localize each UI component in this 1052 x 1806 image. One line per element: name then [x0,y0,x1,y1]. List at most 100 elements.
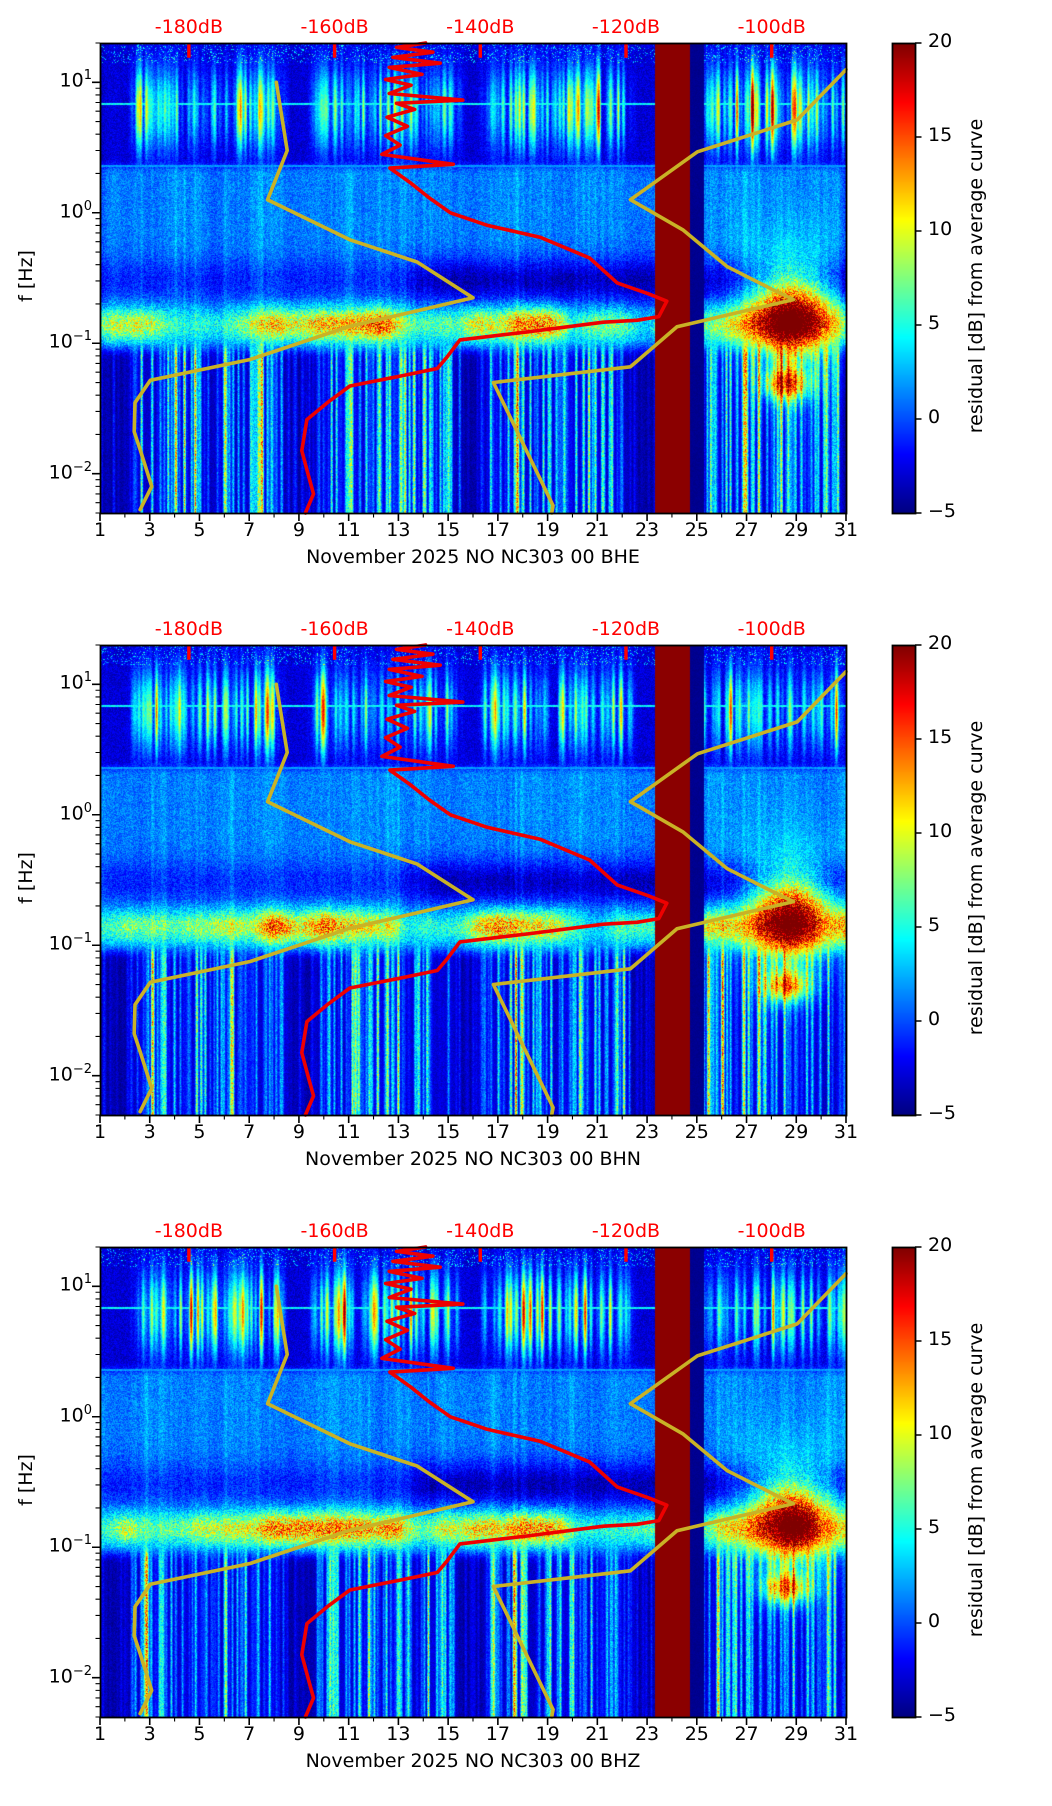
y-tick-base: 10 [48,1534,73,1557]
y-tick-base: 10 [59,1273,84,1296]
minor-ticks [95,42,822,518]
top-db-label: -140dB [446,1220,515,1242]
colorbar-gradient [892,43,915,513]
x-tick-label: 11 [336,519,361,541]
curve-low-noise-reference [132,682,475,1114]
x-tick-label: 19 [535,1723,560,1745]
y-tick-exponent: −1 [72,329,92,345]
x-tick-label: 13 [386,1723,411,1745]
y-tick-exponent: −2 [72,459,92,475]
curve-high-noise-reference [491,669,848,1117]
x-tick-label: 23 [634,1121,660,1143]
x-tick-label: 31 [833,519,859,541]
x-tick-label: 3 [143,1723,156,1745]
y-tick-exponent: 0 [83,198,92,214]
y-tick-base: 10 [48,1665,73,1688]
x-tick-label: 15 [436,1723,461,1745]
top-db-label: -160dB [300,1220,369,1242]
curve-low-noise-reference [132,1284,475,1716]
x-tick-label: 25 [684,1121,709,1143]
y-axis-label: f [Hz] [15,852,38,904]
x-tick-label: 5 [193,519,206,541]
x-tick-label: 9 [292,519,305,541]
top-db-ticks [187,645,774,660]
colorbar-gradient [892,645,915,1115]
top-db-label: -180dB [154,16,223,38]
y-axis-label: f [Hz] [15,1454,38,1506]
minor-ticks [95,1246,822,1722]
x-tick-label: 19 [535,519,560,541]
x-tick-label: 31 [833,1121,859,1143]
colorbar-tick-label: 5 [928,914,941,936]
x-tick-label: 1 [93,1723,107,1745]
plot-frame [99,42,848,515]
colorbar-label: residual [dB] from average curve [965,1322,988,1638]
colorbar-tick-label: 5 [928,312,941,334]
spectrogram-panel-1: -180dB -160dB -140dB -120dB -100dB 1 3 5 7 9 11 13 1… [0,602,1052,1204]
top-db-label: -120dB [591,16,661,38]
top-db-label: -120dB [591,618,661,640]
x-tick-label: 19 [535,1121,560,1143]
panel-title: November 2025 NO NC303 00 BHZ [305,1750,641,1772]
axes-overlay [92,643,922,1123]
colorbar-tick-label: 15 [928,726,953,748]
spectrogram-panel-2: -180dB -160dB -140dB -120dB -100dB 1 3 5 7 9 11 13 1… [0,1204,1052,1806]
top-db-label: -100dB [737,1220,806,1242]
y-tick-exponent: 1 [83,670,92,686]
x-tick-label: 7 [243,1121,256,1143]
colorbar-tick-label: 20 [928,1234,953,1256]
y-tick-label: 10−1 [34,931,92,955]
y-tick-base: 10 [48,1063,73,1086]
y-axis-label: f [Hz] [15,250,38,302]
x-tick-label: 11 [336,1121,361,1143]
y-tick-label: 10−1 [34,329,92,353]
spectrogram-panel-0: -180dB -160dB -140dB -120dB -100dB 1 3 5 7 9 11 13 1… [0,0,1052,602]
axes-overlay [92,1245,922,1725]
y-tick-base: 10 [59,69,84,92]
y-tick-label: 100 [34,198,92,223]
colorbar-tick-label: 5 [928,1516,941,1538]
major-ticks [92,1246,922,1725]
colorbar-tick-label: −5 [928,1102,957,1124]
y-tick-label: 10−2 [34,459,92,484]
x-tick-label: 21 [585,1121,610,1143]
curve-station-average-psd [299,1245,669,1719]
x-tick-label: 27 [734,519,759,541]
axes-overlay [92,41,922,521]
top-db-label: -120dB [591,1220,661,1242]
colorbar-tick-label: 0 [928,406,941,428]
spectrogram-heatmap [100,645,846,1115]
y-tick-base: 10 [48,461,73,484]
x-tick-label: 15 [436,519,461,541]
x-tick-label: 9 [292,1121,305,1143]
colorbar-tick-label: 10 [928,1422,953,1444]
y-tick-exponent: −1 [72,931,92,947]
x-tick-label: 17 [485,1121,510,1143]
y-tick-exponent: 0 [83,800,92,816]
top-db-label: -100dB [737,618,806,640]
curve-station-average-psd [299,41,669,515]
spectrogram-heatmap [100,1247,846,1717]
x-tick-label: 21 [585,1723,610,1745]
x-tick-label: 29 [784,1121,809,1143]
x-tick-label: 7 [243,519,256,541]
top-db-label: -140dB [446,618,515,640]
spectrogram-heatmap [100,43,846,513]
y-tick-base: 10 [48,330,73,353]
x-tick-label: 25 [684,1723,709,1745]
colorbar-tick-label: 0 [928,1008,941,1030]
y-tick-base: 10 [48,932,73,955]
x-tick-label: 17 [485,519,510,541]
x-tick-label: 3 [143,519,156,541]
top-db-label: -180dB [154,618,223,640]
top-db-label: -140dB [446,16,515,38]
x-tick-label: 27 [734,1121,759,1143]
curve-low-noise-reference [132,80,475,512]
x-tick-label: 29 [784,1723,809,1745]
top-db-ticks [187,1247,774,1262]
x-tick-label: 27 [734,1723,759,1745]
top-db-label: -160dB [300,618,369,640]
x-tick-label: 23 [634,1723,660,1745]
colorbar-tick-label: 10 [928,218,953,240]
